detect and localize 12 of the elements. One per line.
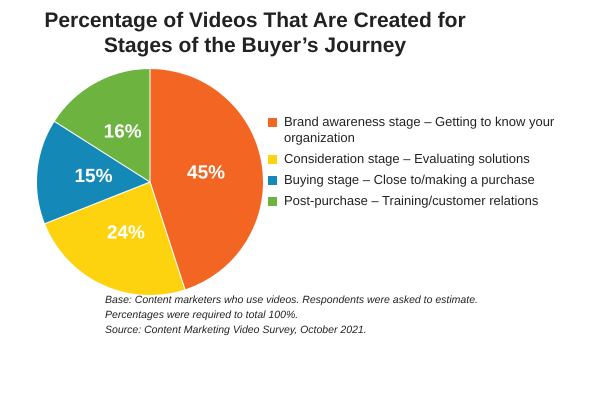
source-note: Source: Content Marketing Video Survey, October 2021. [105,323,368,338]
data-label: 24% [106,222,145,244]
chart-title: Percentage of Videos That Are Created for Stages of the Buyer’s Journey [43,8,467,58]
legend-label: Buying stage – Close to/making a purchase [284,172,535,188]
data-label: 15% [74,166,113,187]
text: Percentages were required to total 100%. [105,308,300,323]
text: Base: Content marketers who use videos. Respondents were asked to estimate. [105,293,478,308]
data-label: 16% [104,122,142,143]
data-label: 45% [187,162,226,184]
legend-label: Brand awareness stage – Getting to know your organization [284,114,556,146]
legend-label: Post-purchase – Training/customer relations [284,193,538,209]
legend-label: Consideration stage – Evaluating solutions [284,151,530,167]
